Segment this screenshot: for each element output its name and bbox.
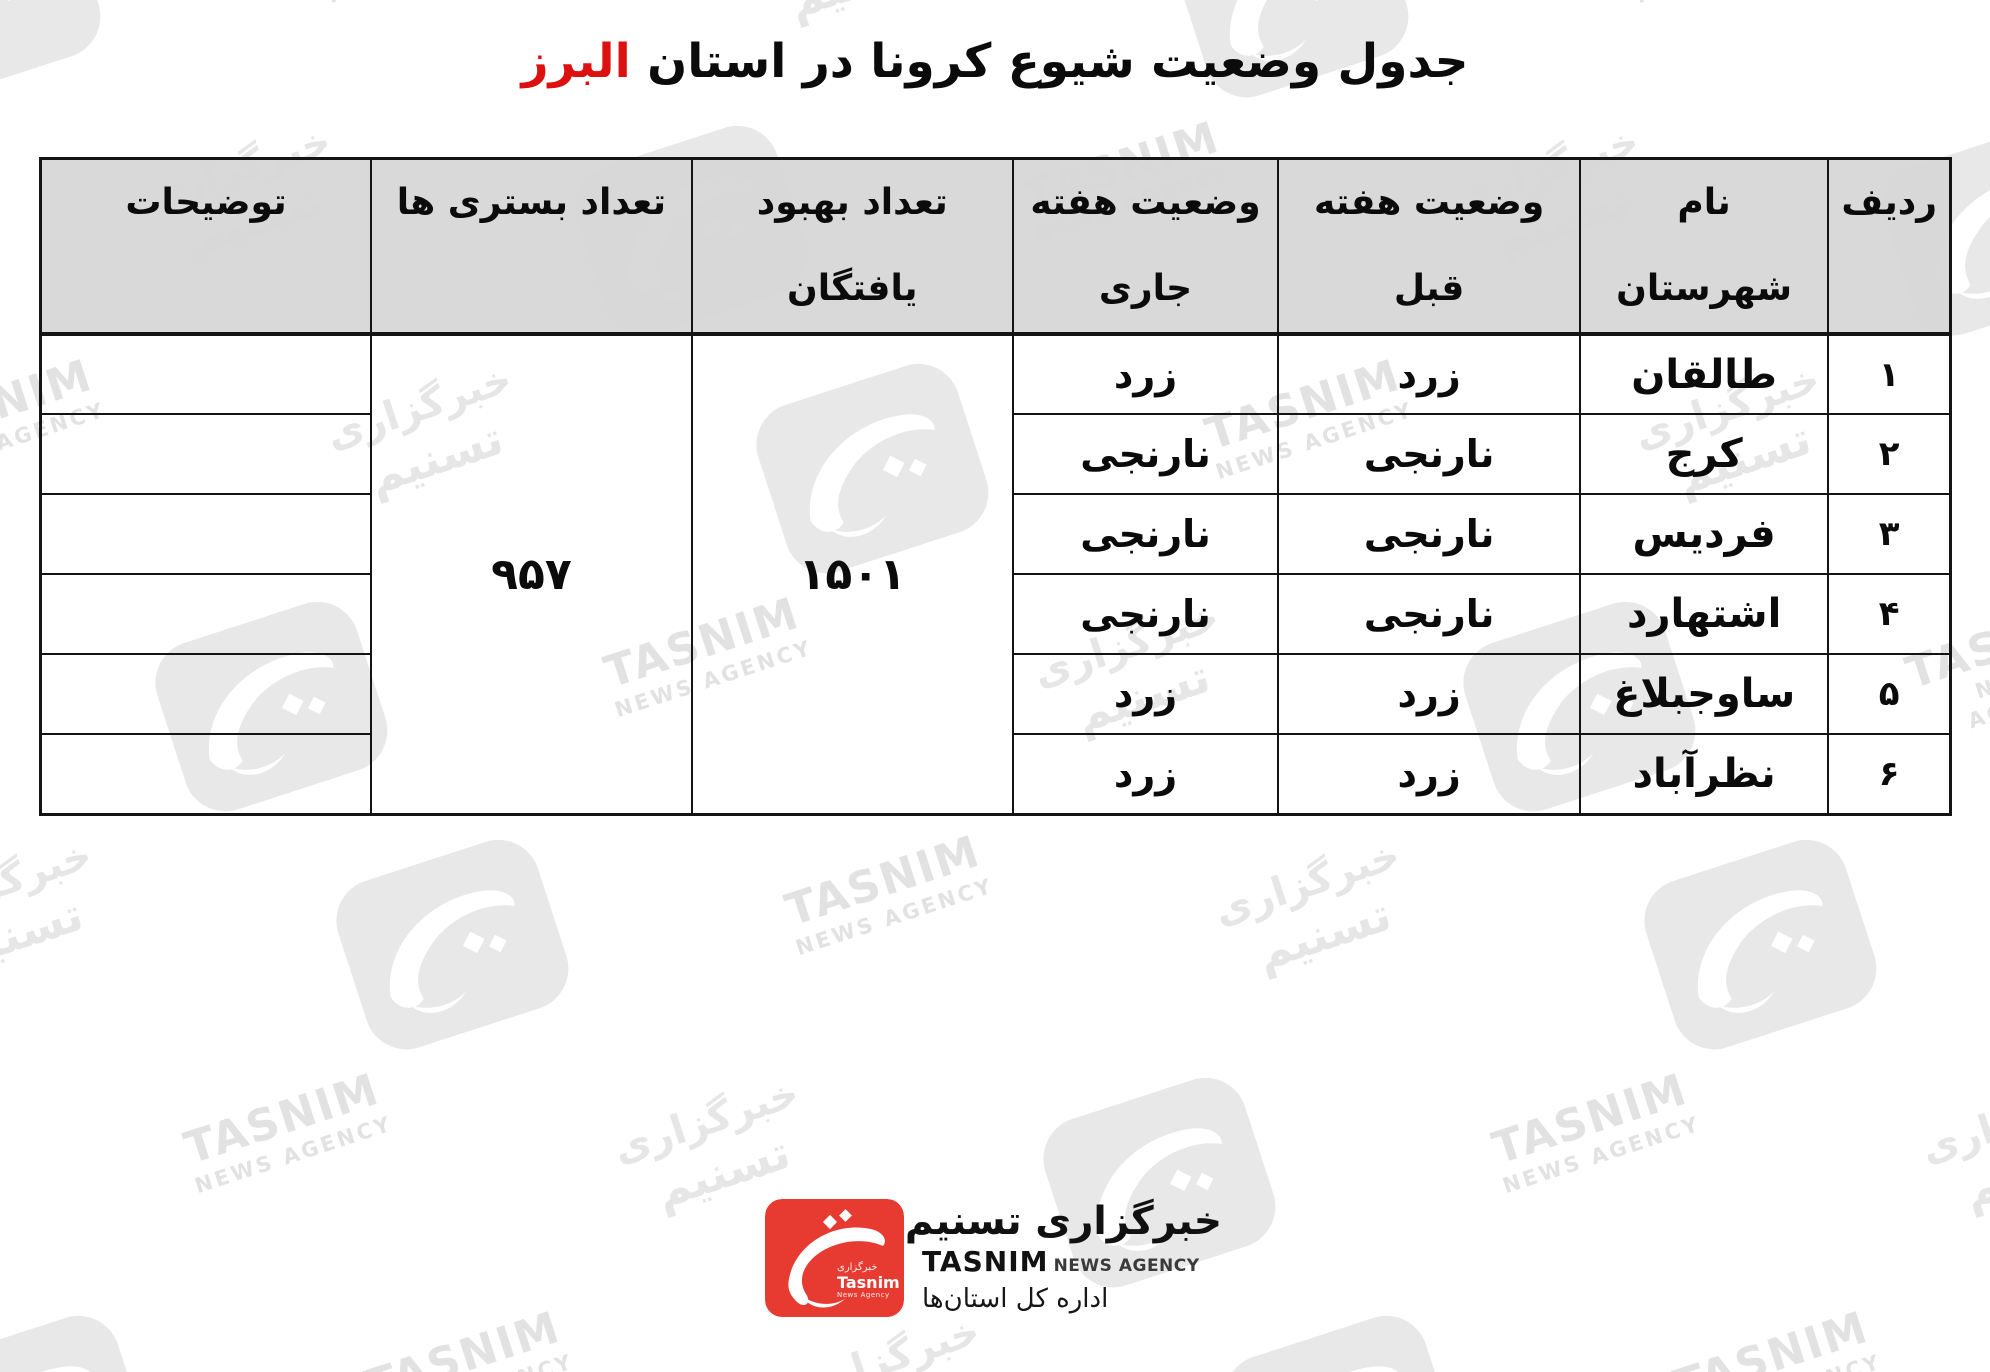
tasnim-calligraphy-icon <box>765 1199 904 1317</box>
header-row: ردیف نام شهرستان وضعیت هفته قبل وضعیت هف… <box>39 157 1952 336</box>
header-prev-week: وضعیت هفته قبل <box>1277 157 1581 336</box>
row-number-cell: ۲ <box>1827 413 1952 495</box>
prev-week-status-cell: نارنجی <box>1277 413 1581 495</box>
city-name-cell: کرج <box>1578 413 1830 495</box>
notes-cell <box>39 733 372 815</box>
header-row-no: ردیف <box>1827 157 1952 336</box>
badge-fa-label: خبرگزاری <box>837 1262 878 1273</box>
agency-en-bold: TASNIM <box>922 1245 1049 1278</box>
header-hospitalized: تعداد بستری ها <box>369 157 693 336</box>
prev-week-status-cell: زرد <box>1277 733 1581 815</box>
notes-cell <box>39 333 372 415</box>
title-province-highlight: البرز <box>521 34 631 89</box>
tasnim-watermark-icon <box>325 829 580 1064</box>
city-name-cell: طالقان <box>1578 333 1830 415</box>
badge-en-sub: News Agency <box>837 1291 890 1299</box>
header-city: نام شهرستان <box>1578 157 1830 336</box>
table-row: ۱ طالقان زرد زرد ۱۵۰۱ ۹۵۷ <box>39 333 1952 815</box>
curr-week-status-cell: نارنجی <box>1011 413 1280 495</box>
badge-text: خبرگزاری Tasnim News Agency <box>837 1263 901 1299</box>
hospitalized-total-cell: ۹۵۷ <box>369 333 693 815</box>
city-name-cell: اشتهارد <box>1578 573 1830 655</box>
agency-text-block: خبرگزاری تسنیم TASNIM NEWS AGENCY اداره … <box>904 1197 1222 1316</box>
city-name-cell: نظرآباد <box>1578 733 1830 815</box>
notes-cell <box>39 493 372 575</box>
row-number-cell: ۴ <box>1827 573 1952 655</box>
covid-status-table: ردیف نام شهرستان وضعیت هفته قبل وضعیت هف… <box>39 157 1952 816</box>
badge-en-name: Tasnim <box>837 1273 900 1292</box>
row-number-cell: ۱ <box>1827 333 1952 415</box>
row-number-cell: ۳ <box>1827 493 1952 575</box>
header-recovered: تعداد بهبود یافتگان <box>690 157 1014 336</box>
notes-cell <box>39 573 372 655</box>
header-curr-week: وضعیت هفته جاری <box>1011 157 1280 336</box>
table-row: ۳ فردیس نارنجی نارنجی <box>39 493 1952 575</box>
header-notes: توضیحات <box>39 157 372 336</box>
notes-cell <box>39 413 372 495</box>
tasnim-watermark-icon <box>1213 1305 1468 1372</box>
tasnim-watermark-icon <box>1633 829 1888 1064</box>
page-title: جدول وضعیت شیوع کرونا در استان البرز <box>0 34 1990 89</box>
prev-week-status-cell: نارنجی <box>1277 573 1581 655</box>
curr-week-status-cell: زرد <box>1011 333 1280 415</box>
department-name: اداره کل استان‌ها <box>922 1284 1109 1314</box>
prev-week-status-cell: زرد <box>1277 333 1581 415</box>
notes-cell <box>39 653 372 735</box>
curr-week-status-cell: نارنجی <box>1011 493 1280 575</box>
agency-name-fa: خبرگزاری تسنیم <box>904 1199 1222 1244</box>
table-row: ۴ اشتهارد نارنجی نارنجی <box>39 573 1952 655</box>
title-text: جدول وضعیت شیوع کرونا در استان <box>647 34 1469 89</box>
city-name-cell: ساوجبلاغ <box>1578 653 1830 735</box>
curr-week-status-cell: نارنجی <box>1011 573 1280 655</box>
agency-en-rest: NEWS AGENCY <box>1053 1256 1200 1276</box>
agency-name-en: TASNIM NEWS AGENCY <box>922 1248 1222 1279</box>
tasnim-logo-badge: خبرگزاری Tasnim News Agency <box>765 1199 904 1317</box>
prev-week-status-cell: زرد <box>1277 653 1581 735</box>
tasnim-watermark-icon <box>0 1305 161 1372</box>
row-number-cell: ۶ <box>1827 733 1952 815</box>
curr-week-status-cell: زرد <box>1011 653 1280 735</box>
row-number-cell: ۵ <box>1827 653 1952 735</box>
recovered-total-cell: ۱۵۰۱ <box>690 333 1014 815</box>
city-name-cell: فردیس <box>1578 493 1830 575</box>
table-row: ۲ کرج نارنجی نارنجی <box>39 413 1952 495</box>
curr-week-status-cell: زرد <box>1011 733 1280 815</box>
prev-week-status-cell: نارنجی <box>1277 493 1581 575</box>
